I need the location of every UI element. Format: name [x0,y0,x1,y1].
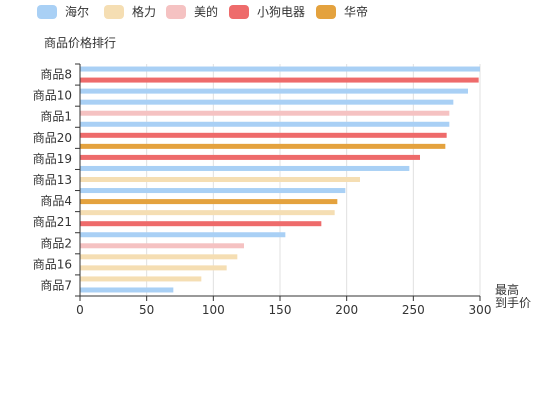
y-tick-label: 商品4 [40,193,72,208]
legend-label: 美的 [194,4,218,19]
y-tick-label: 商品2 [40,235,72,250]
y-tick-label: 商品20 [33,130,72,145]
legend-item[interactable]: 小狗电器 [229,5,305,19]
x-tick-label: 0 [76,303,84,317]
y-tick-label: 商品21 [33,214,72,229]
y-tick-label: 商品8 [40,67,72,82]
bar [80,132,447,138]
bar [80,88,468,94]
axes [75,63,481,301]
x-axis-title-line: 到手价 [495,296,531,310]
y-tick-label: 商品10 [33,88,72,103]
y-tick-label: 商品7 [40,277,72,292]
x-axis-title: 最高到手价 [495,282,531,310]
bar [80,165,410,171]
bar [80,66,480,72]
bar [80,243,244,249]
y-axis-title: 商品价格排行 [44,35,116,50]
legend-item[interactable]: 海尔 [37,4,89,19]
bar [80,188,346,194]
legend-item[interactable]: 格力 [104,4,156,19]
legend-swatch [104,5,124,19]
bar [80,276,202,282]
x-tick-label: 150 [269,303,292,317]
bar [80,287,174,293]
legend-swatch [229,5,249,19]
chart-legend[interactable]: 海尔 格力 美的 小狗电器 华帝 [37,4,368,19]
legend-label: 格力 [132,4,156,19]
y-tick-label: 商品1 [40,109,72,124]
bar [80,210,335,216]
bar [80,77,479,83]
legend-label: 华帝 [344,4,368,19]
bar [80,110,450,116]
x-tick-label: 200 [335,303,358,317]
bar [80,99,454,105]
x-tick-labels: 0 50 100 150 200 250 300 [76,303,491,317]
x-tick-label: 50 [139,303,154,317]
legend-swatch [166,5,186,19]
y-tick-label: 商品13 [33,172,72,187]
x-tick-label: 300 [469,303,492,317]
legend-label: 海尔 [65,4,89,19]
y-tick-labels: 商品8 商品10 商品1 商品20 商品19 商品13 商品4 商品21 商品2 商品16 商品7 [33,67,72,293]
bar [80,221,322,227]
bar-series [80,66,480,293]
legend-item[interactable]: 华帝 [316,4,368,19]
y-tick-label: 商品19 [33,151,72,166]
bar [80,154,420,160]
legend-item[interactable]: 美的 [166,4,218,19]
x-tick-label: 250 [402,303,425,317]
bar [80,265,227,271]
bar [80,254,238,260]
bar [80,121,450,127]
legend-swatch [37,5,57,19]
bar [80,143,446,149]
y-tick-label: 商品16 [33,256,72,271]
legend-label: 小狗电器 [257,5,305,19]
legend-swatch [316,5,336,19]
x-tick-label: 100 [202,303,225,317]
bar [80,199,338,205]
bar [80,177,360,182]
bar [80,232,286,238]
x-axis-title-line: 最高 [495,282,519,297]
